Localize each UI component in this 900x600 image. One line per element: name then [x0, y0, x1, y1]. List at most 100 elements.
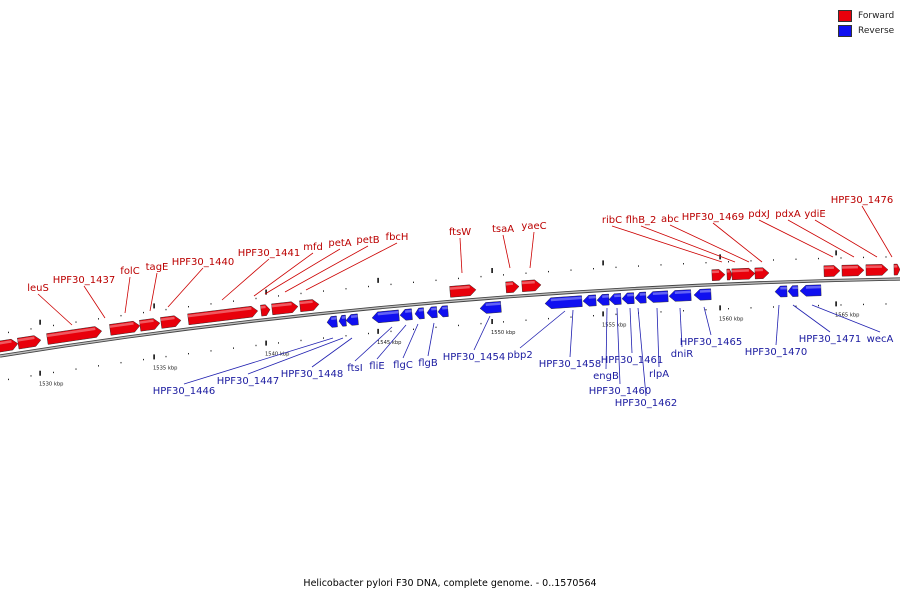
reverse-gene-10 [582, 294, 597, 307]
tick-dot-lower [683, 310, 684, 312]
reverse-gene-15-shape [646, 290, 669, 303]
reverse-gene-16 [668, 289, 692, 302]
forward-gene-6-highlight [187, 307, 252, 318]
leader-hpf30-1476 [861, 205, 893, 258]
leader-flgb [427, 322, 435, 357]
leader-ydie [814, 219, 878, 258]
leader-ftsw [459, 237, 463, 274]
gene-label-ftsw: ftsW [449, 227, 471, 238]
gene-label-hpf30-1458: HPF30_1458 [539, 359, 601, 370]
reverse-gene-15-highlight [652, 291, 668, 296]
tick-dot-upper [53, 324, 54, 327]
leader-hpf30-1469 [712, 222, 763, 263]
reverse-gene-20 [799, 284, 822, 297]
tick-dot-lower [165, 355, 167, 358]
reverse-gene-18-highlight [780, 286, 787, 290]
tick-dot-upper [638, 265, 639, 267]
major-tick-upper [602, 260, 604, 266]
gene-label-hpf30-1470: HPF30_1470 [745, 347, 807, 358]
tick-dot-upper [728, 261, 729, 263]
forward-gene-3-shape [109, 320, 141, 336]
scale-label: 1535 kbp [153, 365, 178, 371]
gene-label-hpf30-1469: HPF30_1469 [682, 212, 744, 223]
gene-label-hpf30-1447: HPF30_1447 [217, 376, 279, 387]
tick-dot-lower [188, 352, 189, 355]
forward-gene-1 [17, 335, 42, 350]
forward-gene-6 [187, 305, 259, 326]
gene-label-tage: tagE [146, 262, 169, 273]
tick-dot-upper [818, 257, 819, 260]
major-tick-upper [265, 289, 267, 295]
reverse-gene-11 [596, 293, 610, 306]
gene-label-flhb-2: flhB_2 [626, 215, 657, 226]
reverse-gene-9-shape [544, 295, 583, 309]
tick-dot-upper [840, 257, 842, 259]
tick-dot-upper [705, 261, 707, 264]
forward-gene-9-highlight [299, 300, 313, 305]
leader-abc [669, 224, 750, 263]
tick-dot-lower [840, 304, 842, 306]
forward-gene-10-highlight [449, 285, 470, 290]
forward-gene-4-highlight [139, 319, 154, 324]
gene-label-yaec: yaeC [521, 221, 546, 232]
leader-yaec [529, 231, 535, 269]
tick-dot-lower [435, 326, 437, 329]
reverse-gene-12 [608, 293, 622, 305]
leader-weca [811, 304, 881, 333]
leader-hpf30-1470 [775, 304, 780, 346]
tick-dot-upper [683, 263, 684, 265]
gene-label-hpf30-1465: HPF30_1465 [680, 337, 742, 348]
gene-label-hpf30-1440: HPF30_1440 [172, 257, 234, 268]
reverse-gene-2-highlight [350, 314, 358, 318]
forward-gene-8 [271, 301, 299, 316]
gene-label-ydie: ydiE [804, 209, 825, 220]
leader-flgc [402, 323, 419, 359]
gene-label-ribc: ribC [602, 215, 622, 226]
tick-dot-upper [233, 300, 234, 302]
tick-dot-upper [548, 270, 549, 273]
tick-dot-lower [278, 342, 279, 344]
forward-gene-18-shape [841, 264, 865, 277]
forward-gene-20-shape [893, 263, 900, 276]
forward-gene-7-shape [260, 304, 271, 317]
tick-dot-lower [368, 332, 369, 335]
tick-dot-upper [300, 292, 302, 295]
leader-fbch [305, 242, 398, 291]
reverse-gene-16-shape [668, 289, 692, 302]
gene-label-engb: engB [593, 371, 619, 382]
tick-dot-upper [435, 279, 437, 282]
leader-mfd [253, 252, 314, 297]
leader-petb [284, 245, 369, 293]
reverse-gene-7 [437, 305, 449, 318]
forward-gene-5-shape [160, 315, 182, 329]
gene-label-pdxj: pdxJ [748, 209, 770, 220]
forward-gene-17 [823, 265, 841, 277]
gene-label-fbch: fbcH [386, 232, 409, 243]
tick-dot-lower [885, 303, 887, 305]
forward-gene-6-shape [187, 305, 259, 326]
leader-folc [124, 276, 131, 314]
forward-gene-14-highlight [726, 269, 730, 273]
leader-hpf30-1471 [792, 304, 831, 333]
tick-dot-upper [8, 331, 9, 334]
genome-caption: Helicobacter pylori F30 DNA, complete ge… [303, 578, 597, 589]
forward-gene-4-shape [139, 318, 161, 332]
forward-gene-11-highlight [505, 282, 514, 286]
forward-gene-9-shape [299, 299, 320, 312]
forward-gene-20 [893, 263, 900, 276]
reverse-gene-1-highlight [341, 316, 346, 319]
tick-dot-lower [413, 328, 414, 331]
reverse-gene-3-shape [371, 309, 400, 324]
leader-hpf30-1458 [569, 309, 574, 358]
tick-dot-upper [863, 256, 864, 259]
tick-dot-upper [570, 269, 572, 271]
leader-peta [264, 248, 341, 295]
tick-dot-lower [728, 308, 729, 310]
reverse-gene-6-highlight [431, 307, 437, 311]
reverse-gene-3 [371, 309, 400, 324]
reverse-gene-18 [774, 285, 788, 298]
legend-reverse-label: Reverse [858, 26, 895, 36]
reverse-gene-4 [399, 308, 413, 321]
gene-label-folc: folC [120, 266, 139, 277]
